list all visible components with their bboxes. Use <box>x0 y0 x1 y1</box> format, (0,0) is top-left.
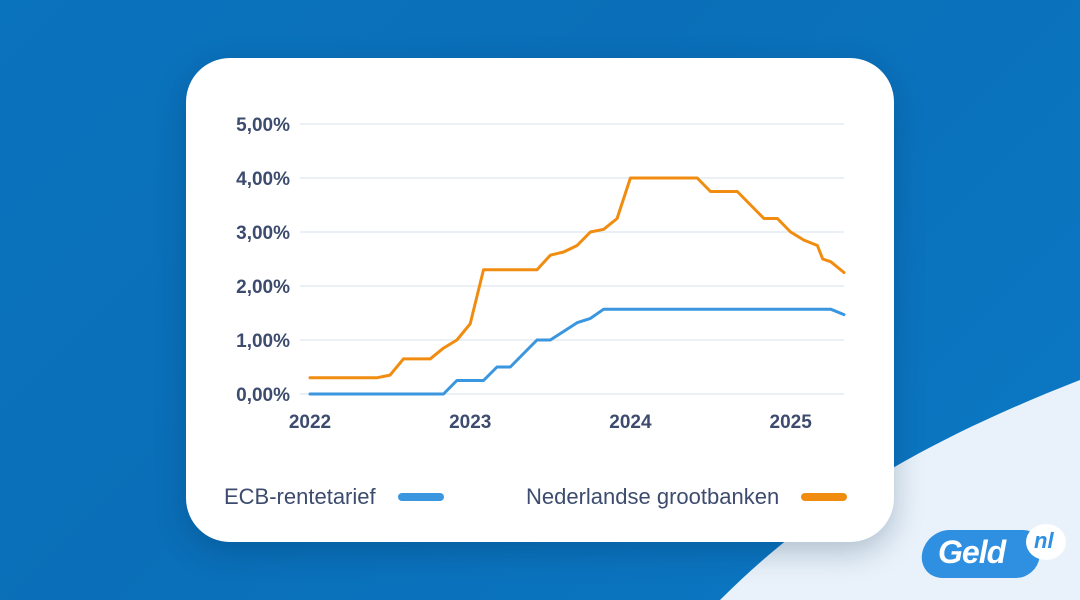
y-tick-label: 2,00% <box>236 277 290 298</box>
series-line <box>308 176 846 380</box>
y-tick-label: 5,00% <box>236 115 290 136</box>
logo-suffix: nl <box>1034 528 1054 553</box>
series-line <box>308 307 846 396</box>
logo-badge <box>1026 524 1066 560</box>
legend-item-ecb: ECB-rentetarief <box>224 482 444 512</box>
chart-card: 0,00% 1,00% 2,00% 3,00% 4,00% 5,00% 2022 2023 2… <box>186 58 894 542</box>
y-axis-ticks: 0,00% 1,00% 2,00% 3,00% 4,00% 5,00% <box>236 115 290 406</box>
gridlines <box>300 123 844 395</box>
x-tick-label: 2025 <box>770 412 813 433</box>
x-tick-label: 2023 <box>449 412 491 433</box>
legend-swatch-ecb <box>397 493 444 501</box>
geld-nl-logo: Geld nl <box>918 524 1066 584</box>
y-tick-label: 0,00% <box>236 385 290 406</box>
x-tick-label: 2022 <box>289 412 331 433</box>
logo-text: Geld <box>938 534 1006 570</box>
legend-label-nl: Nederlandse grootbanken <box>526 484 780 509</box>
y-tick-label: 3,00% <box>236 223 290 244</box>
y-tick-label: 1,00% <box>236 331 290 352</box>
series-lines <box>308 176 846 396</box>
line-chart: 0,00%1,00%2,00%3,00%4,00%5,00% 2022 2023 2… <box>236 115 846 433</box>
x-tick-label: 2024 <box>609 412 652 433</box>
legend-label-ecb: ECB-rentetarief <box>224 484 376 509</box>
legend-item-nl: Nederlandse grootbanken <box>526 482 848 512</box>
x-axis-ticks: 2022 2023 2024 2025 <box>289 412 812 433</box>
legend-swatch-nl <box>801 493 848 501</box>
y-tick-label: 4,00% <box>236 169 290 190</box>
